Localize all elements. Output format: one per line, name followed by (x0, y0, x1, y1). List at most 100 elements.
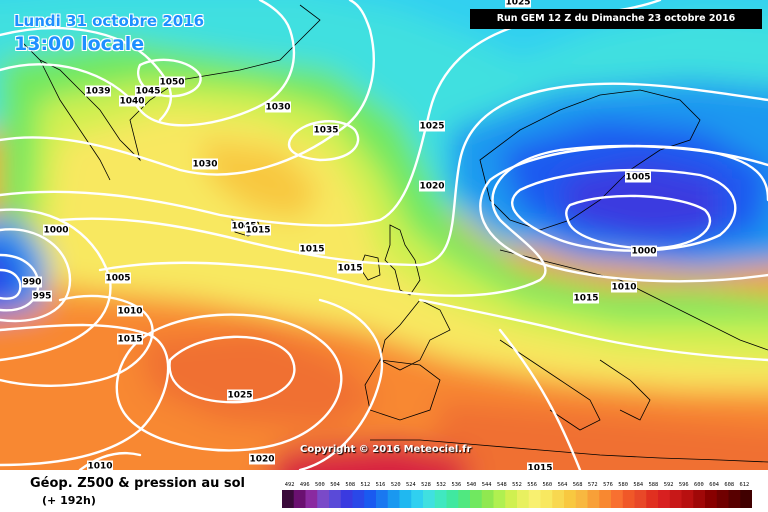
pressure-label-bg (117, 305, 143, 317)
scale-swatch (329, 490, 342, 508)
scale-tick-label: 572 (588, 482, 598, 488)
pressure-label-bg (299, 243, 325, 255)
pressure-label: 1045 (135, 87, 160, 97)
scale-tick-label: 492 (285, 482, 295, 488)
pressure-label-bg (419, 120, 445, 132)
pressure-label-bg (337, 262, 363, 274)
scale-swatch (505, 490, 518, 508)
z500-western-low-core (0, 245, 25, 305)
scale-swatch (493, 490, 506, 508)
scale-tick-label: 600 (694, 482, 704, 488)
scale-swatch (646, 490, 659, 508)
scale-swatch (728, 490, 741, 508)
geopotential-field (0, 0, 768, 470)
isobar-1000 (0, 228, 72, 323)
scale-tick-label: 496 (300, 482, 310, 488)
copyright-notice: Copyright © 2016 Meteociel.fr (300, 444, 472, 455)
scale-tick-label: 520 (391, 482, 401, 488)
pressure-label-bg (159, 76, 185, 88)
pressure-label: 1025 (419, 122, 444, 132)
pressure-label: 1015 (245, 226, 270, 236)
scale-tick-label: 504 (330, 482, 340, 488)
coastlines (19, 4, 768, 463)
isobar-995 (0, 253, 40, 312)
scale-swatch (399, 490, 412, 508)
pressure-label-bg (625, 171, 651, 183)
scale-swatch (317, 490, 330, 508)
scale-swatch (669, 490, 682, 508)
scale-tick-label: 560 (542, 482, 552, 488)
pressure-label-bg (87, 460, 113, 470)
pressure-label-bg (611, 281, 637, 293)
pressure-label: 1025 (505, 0, 530, 8)
coast-italy (499, 339, 601, 431)
pressure-label-bg (631, 245, 657, 257)
pressure-label: 1005 (105, 274, 130, 284)
pressure-label: 1045 (231, 222, 256, 232)
pressure-label: 1030 (265, 103, 290, 113)
scale-tick-label: 580 (618, 482, 628, 488)
scale-tick-label: 528 (421, 482, 431, 488)
isobar-990 (0, 268, 22, 300)
scale-swatch (575, 490, 588, 508)
scale-swatch (740, 490, 752, 508)
isobar-1015-med (498, 328, 582, 470)
geopotential-color-scale: 492 496 500 504 508 512 516 520 524 528 532 536 540 5… (282, 482, 752, 508)
pressure-label: 1015 (117, 335, 142, 345)
scale-swatch (552, 490, 565, 508)
z500-southern-orange (428, 400, 768, 470)
forecast-lead-time: (+ 192h) (42, 494, 96, 507)
pressure-label-bg (135, 85, 161, 97)
pressure-label-bg (313, 124, 339, 136)
scale-tick-label: 596 (679, 482, 689, 488)
pressure-label: 990 (23, 278, 42, 288)
scale-swatch (528, 490, 541, 508)
scale-tick-label: 612 (740, 482, 750, 488)
pressure-label: 1050 (159, 78, 184, 88)
scale-swatch (622, 490, 635, 508)
scale-tick-label: 592 (664, 482, 674, 488)
pressure-label-bg (249, 453, 275, 465)
isobar-1020-south (115, 313, 343, 452)
scale-swatch (434, 490, 447, 508)
scale-swatch (705, 490, 718, 508)
scale-swatch (423, 490, 436, 508)
pressure-label-bg (85, 85, 111, 97)
coast-britain (384, 224, 421, 296)
pressure-label: 1030 (192, 160, 217, 170)
pressure-label: 1005 (625, 173, 650, 183)
forecast-date: Lundi 31 octobre 2016 (14, 12, 205, 30)
scale-tick-label: 584 (633, 482, 643, 488)
scale-tick-label: 568 (573, 482, 583, 488)
pressure-label: 1010 (611, 283, 636, 293)
pressure-label: 1020 (249, 455, 274, 465)
scale-tick-label: 564 (558, 482, 568, 488)
pressure-label-bg (32, 290, 52, 302)
scale-swatch (481, 490, 494, 508)
scale-tick-label: 540 (467, 482, 477, 488)
scale-swatch (293, 490, 306, 508)
scale-swatch (634, 490, 647, 508)
pressure-label-bg (43, 224, 69, 236)
scale-swatch (599, 490, 612, 508)
pressure-label-bg (527, 462, 553, 470)
isobar-1005 (511, 168, 737, 252)
pressure-label: 995 (33, 292, 52, 302)
isobar-1040 (0, 26, 172, 122)
scale-tick-label: 544 (482, 482, 492, 488)
scale-tick-label: 576 (603, 482, 613, 488)
scale-swatch (411, 490, 424, 508)
isobar-1025-south (168, 335, 296, 404)
isobar-1035-cell (287, 120, 360, 162)
pressure-label: 1015 (573, 294, 598, 304)
isobar-1020 (58, 82, 768, 267)
pressure-label-bg (119, 95, 145, 107)
scale-tick-label: 536 (451, 482, 461, 488)
model-run-banner: Run GEM 12 Z du Dimanche 23 octobre 2016 (470, 9, 762, 29)
pressure-label: 1040 (119, 97, 144, 107)
isobar-1015-west (0, 323, 170, 467)
isobar-1010 (479, 145, 768, 283)
pressure-label: 1015 (527, 464, 552, 471)
pressure-label-bg (105, 272, 131, 284)
